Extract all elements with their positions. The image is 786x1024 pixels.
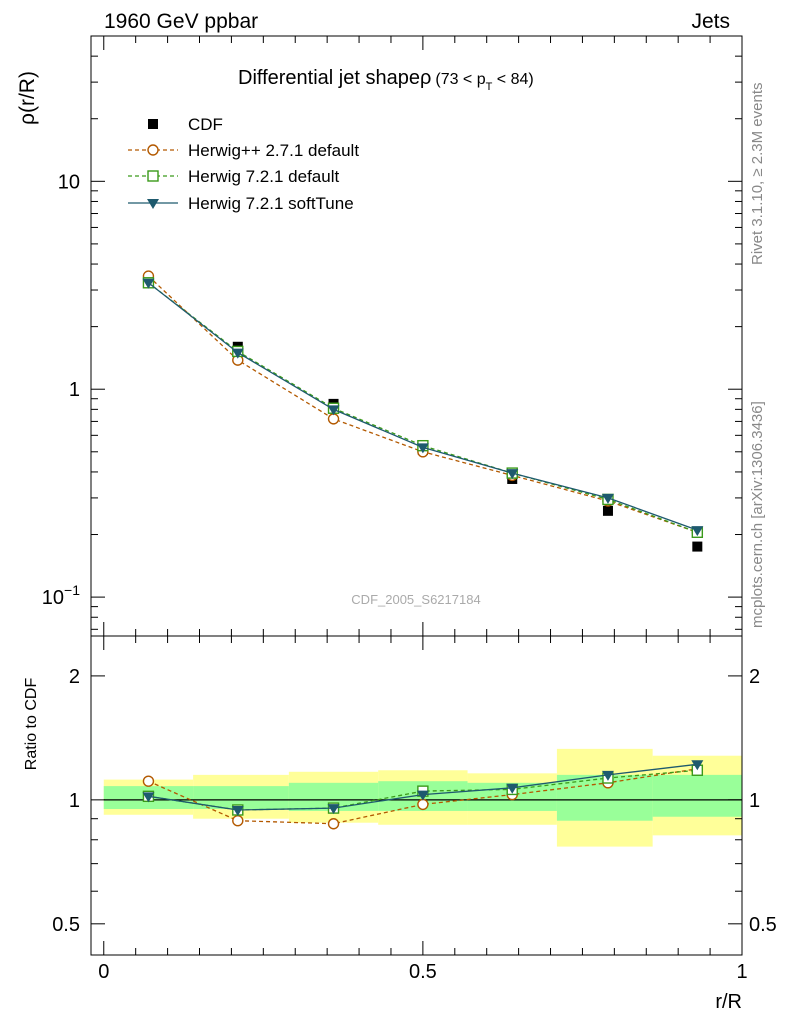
main-series-3-point-5	[601, 493, 614, 504]
ratio-y-tick-label-left-1: 1	[69, 790, 80, 812]
legend-entry-3: Herwig 7.2.1 softTune	[128, 194, 354, 213]
ratio-y-tick-label-right-0: 0.5	[749, 914, 777, 936]
main-series-3	[142, 278, 704, 537]
main-series-0	[143, 276, 703, 552]
legend-entry-2: Herwig 7.2.1 default	[128, 167, 339, 186]
ratio-series-2-point-1	[231, 805, 244, 816]
mcplots-side-label: mcplots.cern.ch [arXiv:1306.3436]	[749, 401, 766, 628]
ratio-series-2-point-6	[691, 760, 704, 771]
ratio-series-0-point-1	[232, 815, 244, 827]
title-title-main: Differential jet shape	[238, 67, 420, 89]
main-plot-title: Differential jet shapeρ (73 < pT < 84)	[238, 67, 534, 93]
legend-entry-2-marker	[147, 170, 159, 182]
rivet-side-label: Rivet 3.1.10, ≥ 2.3M events	[749, 83, 766, 266]
header-left-text: 1960 GeV ppbar	[104, 10, 258, 33]
ratio-y-tick-label-left-2: 2	[69, 666, 80, 688]
main-y-tick-label-0-exp: −1	[64, 582, 80, 598]
ratio-y-axis-label: Ratio to CDF	[23, 678, 40, 771]
x-axis-label: r/R	[715, 991, 742, 1013]
title-title-range-sub: T	[486, 81, 493, 93]
ratio-y-tick-label-left-0: 0.5	[52, 914, 80, 936]
legend-entry-1-label: Herwig++ 2.7.1 default	[188, 141, 359, 160]
main-series-0-point-5	[602, 505, 613, 516]
main-series-1-line	[147, 275, 698, 533]
main-y-tick-label-0-base: 10	[42, 587, 64, 609]
main-series-3-point-1	[231, 348, 244, 359]
title-title-range-open: (73 < p	[435, 71, 485, 88]
legend-entry-2-label: Herwig 7.2.1 default	[188, 167, 339, 186]
ratio-band-inner-6	[652, 774, 742, 817]
main-series-1-point-2	[327, 413, 340, 425]
main-series-0-point-6	[692, 541, 703, 552]
ratio-series-0-point-0	[142, 775, 155, 787]
legend-entry-0: CDF	[148, 115, 223, 134]
legend-entry-3-label: Herwig 7.2.1 softTune	[188, 194, 354, 213]
ratio-y-tick-label-right-2: 2	[749, 666, 760, 688]
legend-entry-3-marker	[147, 199, 159, 209]
analysis-watermark: CDF_2005_S6217184	[351, 592, 480, 607]
ratio-series-0-point-3	[417, 798, 429, 811]
ratio-series-2-point-2	[327, 804, 340, 815]
legend: CDF Herwig++ 2.7.1 default Herwig 7.2.1 de…	[128, 115, 359, 213]
ratio-y-tick-label-right-1: 1	[749, 790, 760, 812]
title-title-range-close: < 84)	[492, 71, 533, 88]
title-title-rho: ρ	[420, 67, 431, 89]
main-y-tick-label-0: 10−1	[42, 582, 80, 609]
main-series-3-line	[147, 282, 698, 531]
legend-entry-1: Herwig++ 2.7.1 default	[128, 141, 359, 160]
ratio-series-2	[142, 760, 704, 816]
ratio-series-2-point-3	[416, 790, 429, 801]
main-series-3-point-3	[416, 443, 429, 454]
x-tick-label-1: 0.5	[409, 961, 437, 983]
x-tick-label-2: 1	[736, 961, 747, 983]
main-series-3-point-0	[142, 278, 155, 289]
header-right-text: Jets	[691, 10, 730, 33]
main-y-tick-label-1: 1	[69, 379, 80, 401]
legend-entry-1-marker	[147, 144, 159, 156]
main-y-tick-label-2: 10	[58, 171, 80, 193]
x-tick-label-0: 0	[98, 961, 109, 983]
main-series-3-point-4	[506, 469, 519, 480]
main-y-axis-label: ρ(r/R)	[16, 71, 39, 125]
ratio-series-0-point-2	[327, 818, 340, 830]
ratio-band-inner-1	[193, 786, 289, 810]
ratio-series-2-point-5	[601, 770, 614, 781]
main-series-2-line	[148, 282, 698, 533]
ratio-plot-frame	[90, 635, 743, 956]
main-series-2	[142, 277, 704, 538]
legend-entry-0-marker	[148, 119, 158, 129]
legend-entry-0-label: CDF	[188, 115, 223, 134]
main-series-3-point-2	[327, 405, 340, 416]
main-series-1	[142, 270, 704, 538]
ratio-plot-panel: 0.5 0.5 1 1 2 2 0 0.5 1 Ratio to CDF r/R	[23, 635, 777, 1013]
main-series-3-point-6	[691, 526, 704, 537]
ratio-series-2-point-0	[142, 792, 155, 803]
ratio-series-2-point-4	[506, 783, 519, 794]
